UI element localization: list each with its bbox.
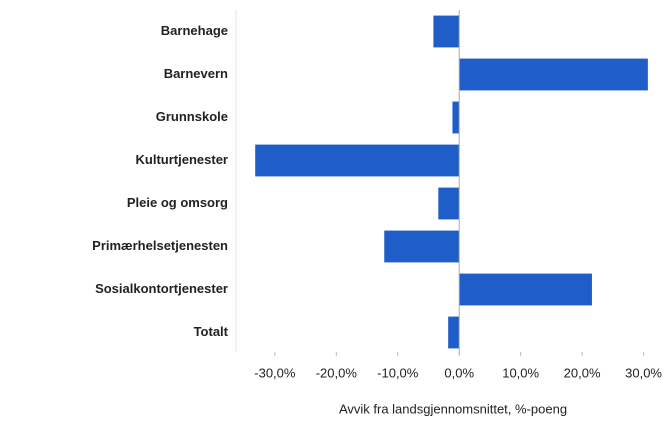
x-tick-label: 0,0% [444, 365, 474, 380]
x-tick-label: 30,0% [625, 365, 662, 380]
y-tick-label: Grunnskole [156, 109, 228, 124]
x-tick-label: 20,0% [564, 365, 601, 380]
bar [255, 144, 460, 177]
y-tick-label: Totalt [194, 324, 229, 339]
bar [448, 316, 460, 349]
x-tick-label: 10,0% [502, 365, 539, 380]
bar [452, 101, 460, 134]
bar [459, 273, 592, 306]
y-tick-label: Primærhelsetjenesten [92, 238, 228, 253]
bar [433, 15, 460, 48]
bar [438, 187, 460, 220]
y-tick-label: Barnevern [164, 66, 228, 81]
x-tick-label: -20,0% [316, 365, 358, 380]
y-tick-label: Barnehage [161, 23, 228, 38]
bar [459, 58, 648, 91]
bar [384, 230, 460, 263]
x-axis-title: Avvik fra landsgjennomsnittet, %-poeng [339, 401, 567, 416]
y-tick-label: Pleie og omsorg [127, 195, 228, 210]
x-tick-label: -10,0% [377, 365, 419, 380]
y-tick-label: Sosialkontortjenester [95, 281, 228, 296]
y-tick-label: Kulturtjenester [136, 152, 228, 167]
x-tick-label: -30,0% [254, 365, 296, 380]
